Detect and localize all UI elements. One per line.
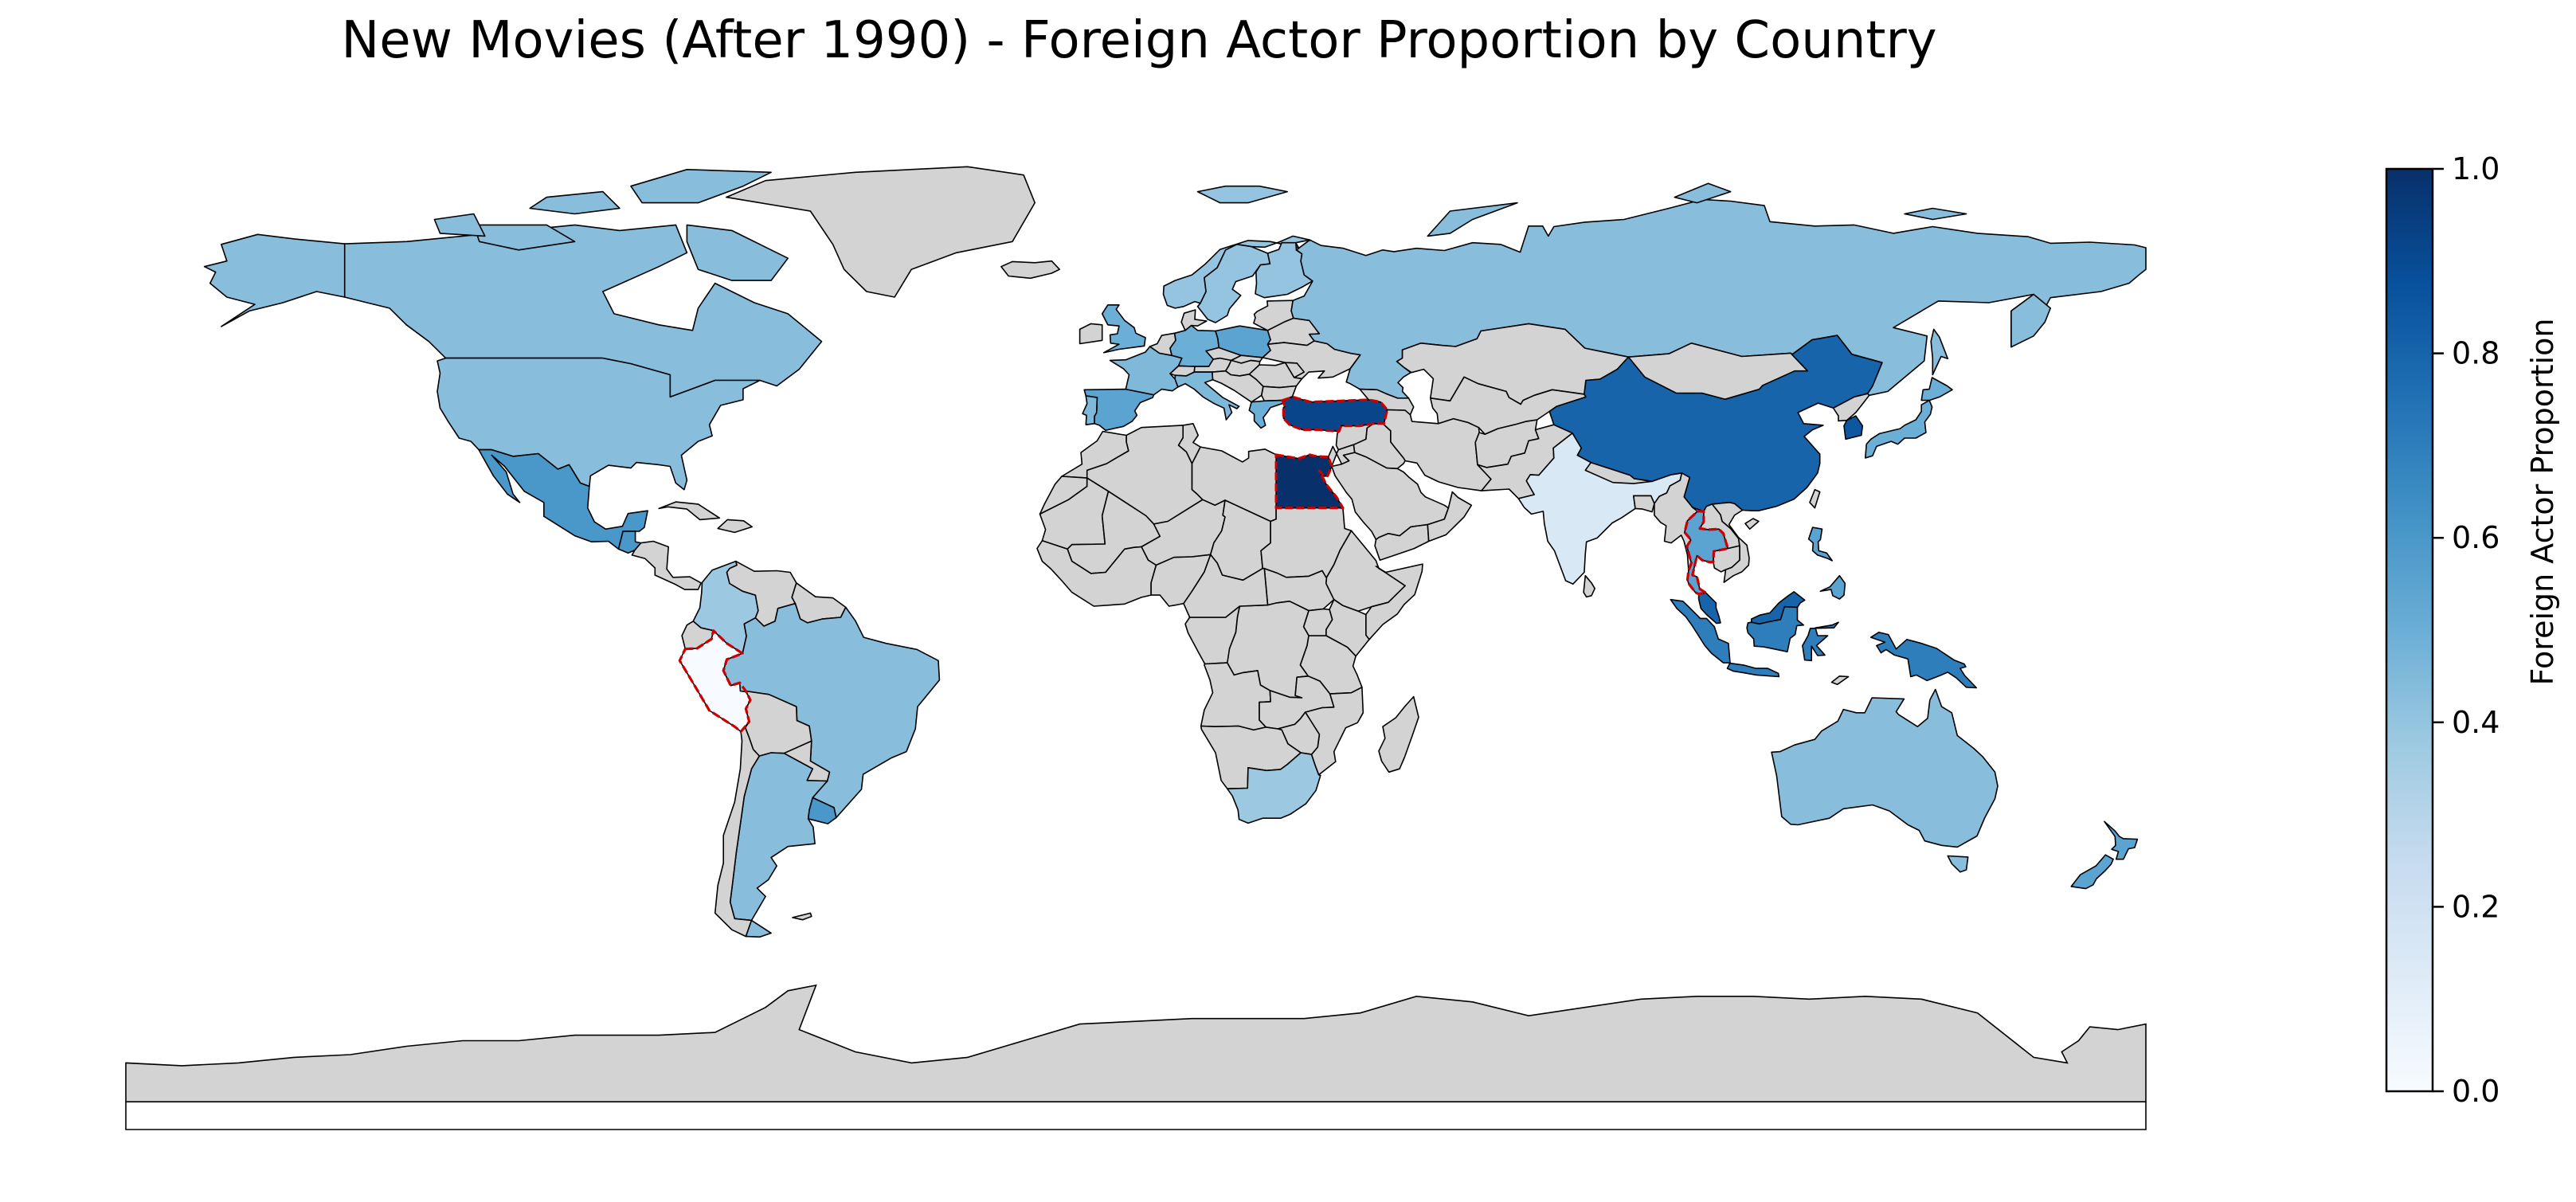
country-oman [1427,491,1473,542]
country-north-korea [1832,393,1870,422]
country-kamchatka [2010,293,2051,348]
country-new-guinea [1870,632,1978,689]
country-canada [343,224,823,398]
country-nz-south [2070,854,2114,890]
country-vietnam [1711,502,1750,583]
country-antarctica [125,984,2147,1102]
country-madagascar [1378,695,1419,773]
country-greece [1248,399,1285,429]
highlight-layer [678,395,1729,734]
country-taiwan [1809,488,1821,509]
country-victoria [473,224,576,251]
highlight-thailand [1683,510,1729,596]
country-severnayazemlya [1674,182,1732,204]
country-finland [1255,241,1313,299]
country-baffin [686,224,789,281]
colorbar-gradient [2385,167,2434,1093]
colorbar-tick-label: 0.6 [2452,520,2500,555]
country-tierrafuego [745,919,772,938]
country-sri-lanka [1583,574,1595,598]
country-alaska [203,233,346,327]
country-arcticislands2 [529,190,621,215]
country-newsiberian [1904,207,1967,221]
country-falklands [792,912,812,921]
country-guatemala [617,531,642,554]
country-cuba [658,501,721,521]
country-ireland [1079,323,1103,345]
country-hokkaido [1920,377,1953,401]
country-yemen [1374,523,1430,561]
country-philippines [1807,527,1833,562]
country-borneo-id [1746,605,1805,652]
country-chile [714,726,761,938]
country-bangladesh [1633,495,1655,513]
country-iceland [1000,260,1060,280]
country-mongolia [1627,343,1808,400]
countries-layer [125,166,2147,1130]
country-sakhalin [1930,328,1949,376]
country-tasmania [1947,855,1969,873]
country-sulawesi [1802,621,1839,662]
country-syria [1335,423,1374,451]
colorbar-tick-label: 0.2 [2452,889,2500,924]
colorbar-ticks: 0.0 0.2 0.4 0.6 0.8 1.0 [2433,151,2500,1109]
country-hispaniola [717,519,753,534]
country-denmark [1180,309,1208,331]
country-united-kingdom [1101,304,1146,354]
country-south-korea [1843,415,1864,440]
highlight-turkey [1281,395,1389,433]
country-banks [433,213,486,237]
country-france [1109,346,1183,396]
colorbar-tick-label: 0.0 [2452,1074,2500,1109]
country-hainan [1744,518,1760,530]
country-malaysia [1697,592,1721,624]
country-south-africa [1227,752,1321,824]
colorbar-tick-label: 0.8 [2452,336,2500,371]
country-mindanao [1819,574,1846,600]
country-greenland [726,166,1035,298]
antarctica-edge [125,1102,2147,1130]
country-westafrica [1036,540,1157,607]
country-portugal [1082,395,1098,425]
colorbar: 0.0 0.2 0.4 0.6 0.8 1.0 [2385,151,2500,1109]
highlight-peru [678,629,752,734]
colorbar-label: Foreign Actor Proportion [2525,318,2560,686]
country-timor [1830,675,1850,686]
colorbar-tick-label: 0.4 [2452,705,2500,740]
map-title: New Movies (After 1990) - Foreign Actor … [341,11,1937,70]
country-slovakia [1231,354,1263,364]
country-sumatra [1670,598,1731,664]
country-norway [1162,235,1311,309]
colorbar-tick-label: 1.0 [2452,151,2500,186]
country-australia [1771,688,1999,848]
country-united-states [437,357,761,491]
country-somalia [1365,563,1423,640]
country-java [1726,662,1780,678]
country-italy [1174,371,1240,421]
country-svalbard [1196,185,1288,204]
country-japan [1865,399,1933,459]
country-centralamerica [631,540,702,590]
highlight-egypt [1274,453,1345,510]
country-morocco [1061,430,1129,479]
country-new-zealand [2104,820,2139,860]
country-novayazemlya [1427,202,1518,237]
country-ellesmere [630,169,772,204]
